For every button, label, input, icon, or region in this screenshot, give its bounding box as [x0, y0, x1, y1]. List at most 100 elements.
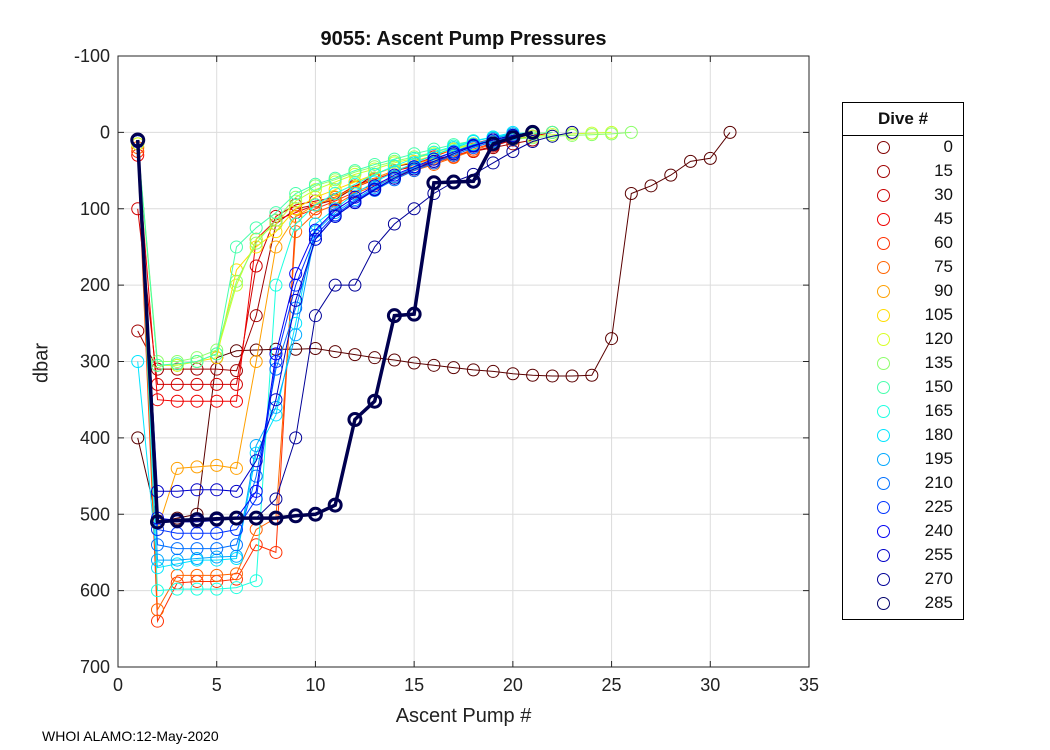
data-point [170, 461, 184, 475]
data-point [308, 232, 322, 246]
data-point [269, 393, 283, 407]
data-point [210, 550, 224, 564]
legend-label: 165 [924, 401, 953, 420]
data-point [466, 363, 480, 377]
data-point [150, 614, 164, 628]
data-point [664, 168, 678, 182]
data-point [249, 343, 263, 357]
data-point [131, 355, 145, 368]
legend-item: 210 [843, 472, 963, 496]
series-line-60 [137, 131, 533, 624]
data-point [229, 364, 243, 378]
data-point [308, 309, 322, 323]
legend-label: 15 [934, 161, 953, 180]
data-point [190, 568, 204, 582]
data-point [170, 557, 184, 571]
data-point [210, 343, 224, 357]
data-point [368, 167, 382, 181]
legend-title: Dive # [843, 103, 963, 136]
legend-marker [877, 381, 890, 394]
data-point [190, 582, 204, 596]
data-point [328, 171, 342, 185]
series-line-30 [137, 131, 553, 385]
data-point [307, 506, 323, 522]
series-line-0 [137, 132, 731, 523]
data-point [210, 568, 224, 582]
legend-label: 285 [924, 593, 953, 612]
legend-marker [877, 429, 890, 442]
legend-label: 210 [924, 473, 953, 492]
data-point [407, 162, 421, 176]
data-point [268, 510, 284, 526]
y-tick-label: 200 [80, 275, 110, 295]
legend-item: 285 [843, 592, 963, 616]
data-point [269, 225, 283, 239]
data-point [328, 345, 342, 359]
y-tick-label: -100 [74, 46, 110, 66]
data-point [368, 157, 382, 171]
data-point [190, 362, 204, 376]
data-point [465, 173, 481, 189]
data-point [229, 484, 243, 498]
data-point [190, 542, 204, 556]
data-point [170, 582, 184, 596]
data-point [210, 347, 224, 361]
data-point [169, 512, 185, 528]
x-tick-label: 35 [799, 675, 819, 695]
data-point [426, 175, 442, 191]
legend-label: 270 [924, 569, 953, 588]
data-point [328, 278, 342, 292]
data-point [289, 316, 303, 330]
x-tick-label: 20 [503, 675, 523, 695]
data-point [210, 526, 224, 540]
data-point [526, 135, 540, 149]
data-point [466, 139, 480, 153]
data-point [289, 293, 303, 307]
data-point [427, 358, 441, 372]
data-point [249, 309, 263, 323]
data-point [386, 308, 402, 324]
data-point [150, 603, 164, 617]
data-point [249, 236, 263, 250]
data-point [308, 223, 322, 237]
data-point [170, 542, 184, 556]
data-point [585, 368, 599, 382]
data-point [526, 131, 540, 145]
data-point [229, 394, 243, 408]
data-point [229, 549, 243, 563]
data-point [150, 561, 164, 575]
legend-marker [877, 573, 890, 586]
legend-label: 225 [924, 497, 953, 516]
legend-label: 0 [943, 137, 953, 156]
data-point [348, 164, 362, 178]
legend-marker [877, 261, 890, 274]
data-point [130, 132, 146, 148]
legend-item: 225 [843, 496, 963, 520]
footer-stamp: WHOI ALAMO:12-May-2020 [42, 728, 219, 744]
data-point [249, 355, 263, 368]
data-point [486, 364, 500, 378]
x-axis-label: Ascent Pump # [395, 705, 532, 727]
data-point [269, 240, 283, 254]
legend-marker [877, 525, 890, 538]
data-point [150, 358, 164, 372]
data-point [644, 179, 658, 193]
legend-marker [877, 189, 890, 202]
data-point [348, 196, 362, 210]
series-285 [130, 124, 541, 530]
legend-item: 165 [843, 400, 963, 424]
legend-item: 30 [843, 184, 963, 208]
data-point [447, 147, 461, 161]
data-point [131, 431, 145, 445]
data-point [525, 124, 541, 140]
legend-item: 60 [843, 232, 963, 256]
legend-item: 120 [843, 328, 963, 352]
data-point [446, 174, 462, 190]
data-point [565, 128, 579, 142]
data-point [348, 348, 362, 362]
data-point [190, 355, 204, 368]
y-tick-label: 700 [80, 657, 110, 677]
data-point [506, 367, 520, 381]
data-point [249, 574, 263, 588]
